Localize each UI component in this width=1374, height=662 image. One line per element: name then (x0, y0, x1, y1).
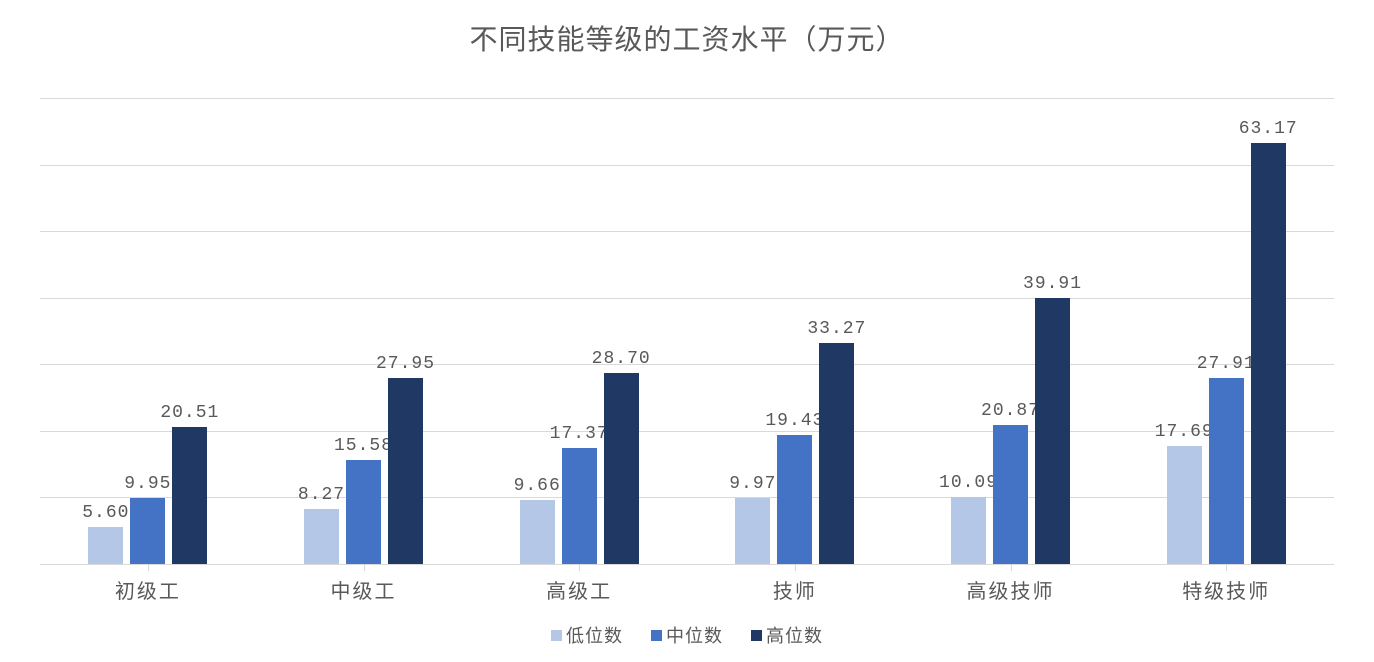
bar-group: 8.2715.5827.95 (256, 98, 472, 564)
legend: 低位数 中位数 高位数 (0, 604, 1374, 662)
plot-area: 5.609.9520.518.2715.5827.959.6617.3728.7… (40, 68, 1334, 564)
bar-value-label: 27.95 (376, 354, 435, 374)
bar (819, 343, 854, 564)
legend-swatch (751, 630, 762, 641)
legend-item: 中位数 (651, 622, 723, 648)
bar-value-label: 20.51 (160, 403, 219, 423)
bar-wrap: 8.27 (301, 98, 343, 564)
bar (346, 460, 381, 564)
x-axis-label: 特级技师 (1118, 575, 1334, 604)
bar-value-label: 9.97 (729, 474, 776, 494)
bar-wrap: 10.09 (948, 98, 990, 564)
bar (1035, 298, 1070, 564)
bar-value-label: 5.60 (82, 503, 129, 523)
bar-wrap: 63.17 (1247, 98, 1289, 564)
bar (777, 435, 812, 564)
bar-group: 17.6927.9163.17 (1118, 98, 1334, 564)
bar-wrap: 17.37 (558, 98, 600, 564)
bar (993, 425, 1028, 564)
bar (1167, 446, 1202, 564)
bar (1251, 143, 1286, 564)
bar-value-label: 33.27 (807, 319, 866, 339)
bar-wrap: 9.66 (516, 98, 558, 564)
x-tick-mark (1226, 565, 1227, 571)
salary-chart: 不同技能等级的工资水平（万元） 5.609.9520.518.2715.5827… (0, 0, 1374, 662)
chart-title: 不同技能等级的工资水平（万元） (0, 0, 1374, 68)
x-axis-label: 中级工 (256, 575, 472, 604)
bar (735, 498, 770, 564)
bar-value-label: 28.70 (592, 349, 651, 369)
bar-value-label: 39.91 (1023, 274, 1082, 294)
bars-region: 5.609.9520.518.2715.5827.959.6617.3728.7… (40, 98, 1334, 564)
bar-wrap: 33.27 (816, 98, 858, 564)
x-axis-label: 高级技师 (903, 575, 1119, 604)
bar-value-label: 9.66 (514, 476, 561, 496)
bar (520, 500, 555, 564)
x-tick-mark (364, 565, 365, 571)
bar (88, 527, 123, 564)
bar-group: 9.9719.4333.27 (687, 98, 903, 564)
bar-wrap: 20.51 (169, 98, 211, 564)
bar-wrap: 17.69 (1163, 98, 1205, 564)
x-tick-mark (1011, 565, 1012, 571)
bar-wrap: 20.87 (990, 98, 1032, 564)
x-axis-label: 初级工 (40, 575, 256, 604)
legend-swatch (551, 630, 562, 641)
bar-wrap: 27.95 (385, 98, 427, 564)
bar (304, 509, 339, 564)
bar-wrap: 15.58 (343, 98, 385, 564)
legend-swatch (651, 630, 662, 641)
bar (172, 427, 207, 564)
legend-item: 低位数 (551, 622, 623, 648)
x-tick-mark (148, 565, 149, 571)
bar (562, 448, 597, 564)
x-tick-mark (579, 565, 580, 571)
x-axis-label: 技师 (687, 575, 903, 604)
x-tick-mark (795, 565, 796, 571)
bar-value-label: 8.27 (298, 485, 345, 505)
grid-line (40, 564, 1334, 565)
bar-group: 9.6617.3728.70 (471, 98, 687, 564)
legend-item: 高位数 (751, 622, 823, 648)
bar (604, 373, 639, 564)
bar (130, 498, 165, 564)
bar-wrap: 9.97 (732, 98, 774, 564)
x-axis-labels: 初级工中级工高级工技师高级技师特级技师 (40, 575, 1334, 604)
bar-group: 5.609.9520.51 (40, 98, 256, 564)
bar-wrap: 28.70 (600, 98, 642, 564)
bar-wrap: 39.91 (1032, 98, 1074, 564)
legend-label: 高位数 (766, 622, 823, 648)
legend-label: 中位数 (666, 622, 723, 648)
bar-value-label: 9.95 (124, 474, 171, 494)
bar-group: 10.0920.8739.91 (903, 98, 1119, 564)
bar-value-label: 63.17 (1239, 119, 1298, 139)
bar-wrap: 5.60 (85, 98, 127, 564)
bar (1209, 378, 1244, 564)
bar (388, 378, 423, 564)
x-axis-label: 高级工 (471, 575, 687, 604)
bar (951, 497, 986, 564)
bar-wrap: 9.95 (127, 98, 169, 564)
bar-wrap: 27.91 (1205, 98, 1247, 564)
legend-label: 低位数 (566, 622, 623, 648)
